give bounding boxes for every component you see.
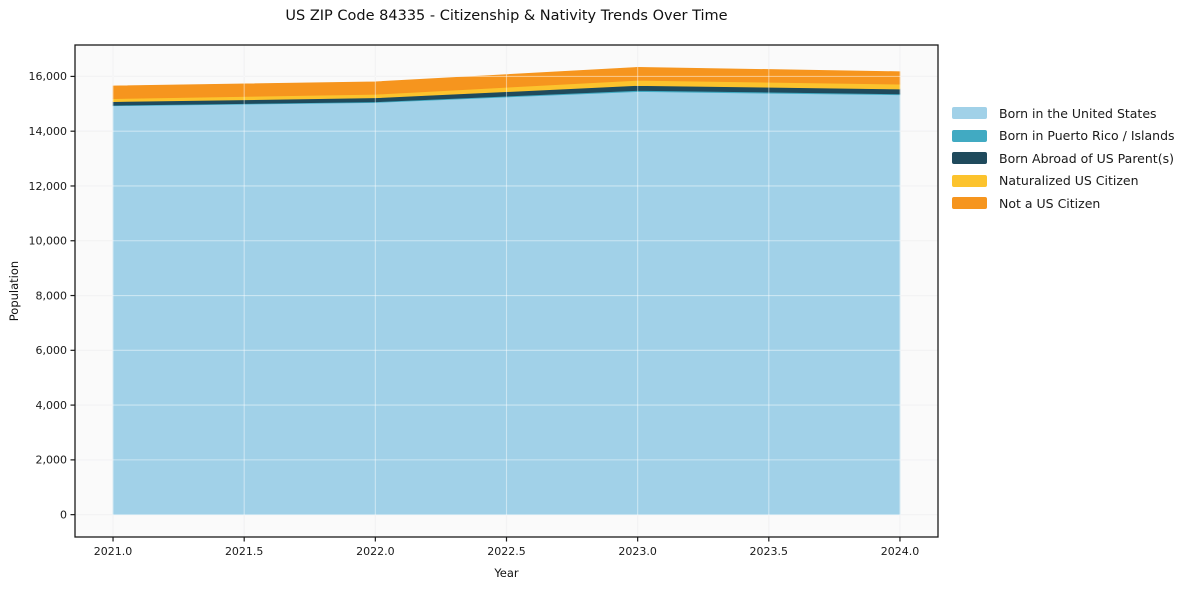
x-axis-label: Year bbox=[494, 566, 519, 580]
y-tick-label: 2,000 bbox=[36, 454, 68, 467]
legend-swatch bbox=[952, 152, 987, 164]
legend-item-not-citizen: Not a US Citizen bbox=[952, 195, 1175, 211]
legend-label: Naturalized US Citizen bbox=[999, 173, 1139, 188]
x-tick-label: 2024.0 bbox=[881, 545, 920, 558]
legend-label: Born Abroad of US Parent(s) bbox=[999, 150, 1174, 166]
legend-swatch bbox=[952, 129, 987, 142]
legend-label: Born in the United States bbox=[999, 105, 1157, 121]
y-tick-label: 0 bbox=[60, 508, 67, 521]
legend: Born in the United States Born in Puerto… bbox=[952, 105, 1175, 220]
legend-swatch bbox=[952, 107, 987, 119]
y-tick-label: 6,000 bbox=[36, 344, 68, 357]
x-tick-label: 2021.0 bbox=[94, 545, 133, 558]
y-tick-label: 10,000 bbox=[29, 235, 68, 248]
legend-swatch bbox=[952, 197, 987, 209]
y-tick-label: 8,000 bbox=[36, 289, 68, 302]
y-tick-label: 4,000 bbox=[36, 399, 68, 412]
y-tick-label: 12,000 bbox=[29, 180, 68, 193]
legend-item-born-in-us: Born in the United States bbox=[952, 105, 1175, 121]
legend-item-puerto-rico: Born in Puerto Rico / Islands bbox=[952, 128, 1175, 143]
chart-title: US ZIP Code 84335 - Citizenship & Nativi… bbox=[285, 8, 728, 24]
y-tick-label: 16,000 bbox=[29, 70, 68, 83]
y-tick-label: 14,000 bbox=[29, 125, 68, 138]
x-tick-label: 2022.5 bbox=[487, 545, 526, 558]
area-series bbox=[112, 66, 901, 100]
x-tick-label: 2021.5 bbox=[225, 545, 264, 558]
legend-item-naturalized: Naturalized US Citizen bbox=[952, 173, 1175, 188]
legend-item-born-abroad: Born Abroad of US Parent(s) bbox=[952, 150, 1175, 166]
x-tick-label: 2023.0 bbox=[618, 545, 657, 558]
legend-label: Born in Puerto Rico / Islands bbox=[999, 128, 1175, 143]
x-tick-label: 2023.5 bbox=[750, 545, 789, 558]
legend-swatch bbox=[952, 174, 987, 187]
x-tick-label: 2022.0 bbox=[356, 545, 395, 558]
legend-label: Not a US Citizen bbox=[999, 195, 1101, 211]
